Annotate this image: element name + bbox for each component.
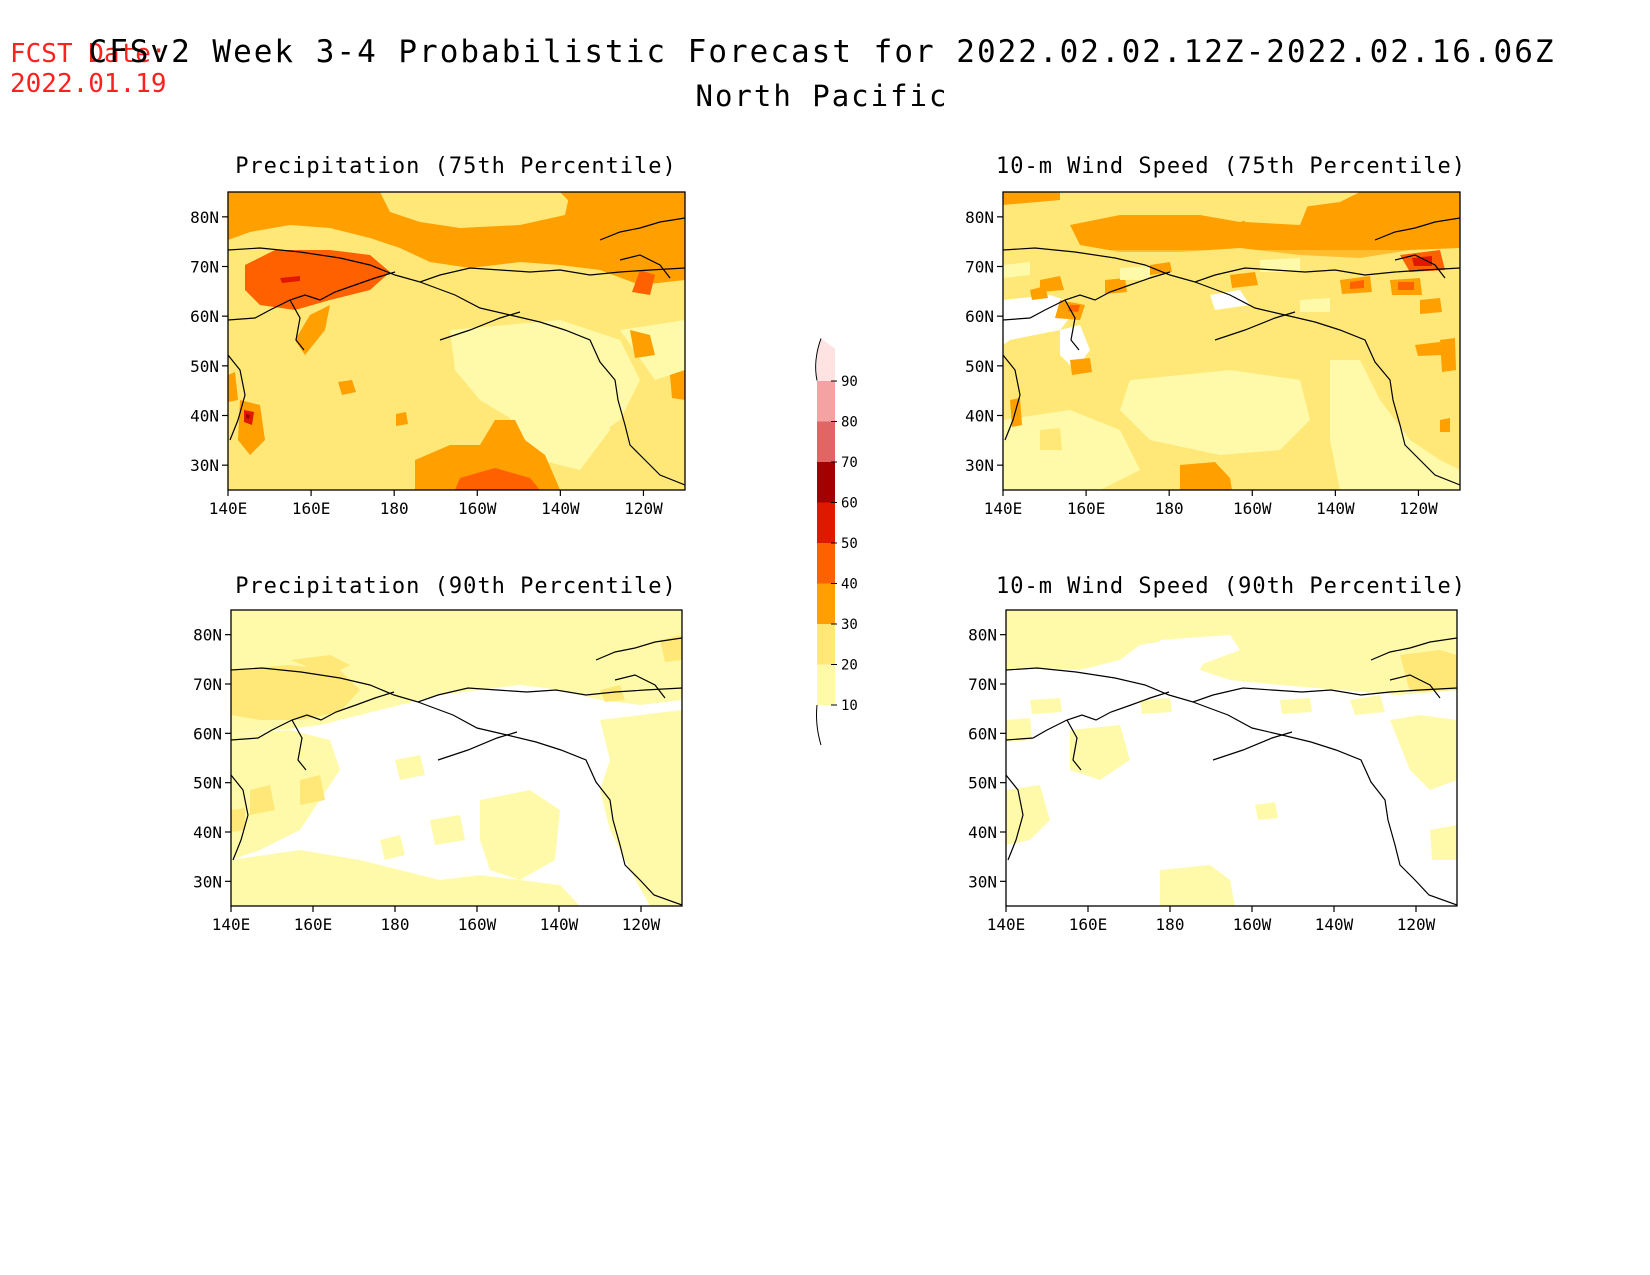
map-wind75 xyxy=(1002,191,1461,491)
figure-title: CFSv2 Week 3-4 Probabilistic Forecast fo… xyxy=(88,34,1555,70)
lat-tick-label: 60N xyxy=(190,307,219,326)
colorbar-tick-label: 90 xyxy=(841,374,858,390)
lat-tick-label: 50N xyxy=(190,357,219,376)
colorbar-swatch xyxy=(817,381,835,422)
lon-tick-label: 140W xyxy=(540,915,579,934)
colorbar-swatch xyxy=(817,462,835,503)
lat-tick-label: 40N xyxy=(193,823,222,842)
lat-tick-label: 40N xyxy=(965,407,994,426)
lon-tick-label: 160E xyxy=(292,499,331,518)
colorbar-tick-label: 50 xyxy=(841,536,858,552)
colorbar-tick-label: 10 xyxy=(841,698,858,714)
axes-layer: 140E 160E 180 160W 140W 120W 30N 40N 50N 60N 70N 80… xyxy=(190,208,1438,934)
lat-tick-label: 80N xyxy=(965,208,994,227)
colorbar-tick-label: 80 xyxy=(841,415,858,431)
lon-tick-label: 160W xyxy=(458,915,497,934)
lon-tick-label: 160E xyxy=(1069,915,1108,934)
colorbar-tick-label: 40 xyxy=(841,577,858,593)
colorbar-tick-label: 70 xyxy=(841,455,858,471)
lon-tick-label: 140W xyxy=(541,499,580,518)
lon-tick-label: 180 xyxy=(381,915,410,934)
colorbar-swatch xyxy=(817,543,835,584)
lat-tick-label: 50N xyxy=(968,774,997,793)
region-title: North Pacific xyxy=(696,79,949,113)
lon-tick-label: 140E xyxy=(984,499,1023,518)
lon-tick-label: 120W xyxy=(624,499,663,518)
lat-tick-label: 30N xyxy=(193,872,222,891)
lon-tick-label: 180 xyxy=(1156,915,1185,934)
panel-title-precip90: Precipitation (90th Percentile) xyxy=(235,574,677,599)
axes-wind90: 140E 160E 180 160W 140W 120W 30N 40N 50N 60N 70N 80… xyxy=(968,626,1436,934)
fcst-date-value: 2022.01.19 xyxy=(10,69,167,99)
lon-tick-label: 120W xyxy=(1399,499,1438,518)
lon-tick-label: 160E xyxy=(1067,499,1106,518)
lat-tick-label: 70N xyxy=(968,675,997,694)
lat-tick-label: 60N xyxy=(968,724,997,743)
lon-tick-label: 120W xyxy=(622,915,661,934)
lat-tick-label: 70N xyxy=(965,258,994,277)
lat-tick-label: 50N xyxy=(193,774,222,793)
lat-tick-label: 80N xyxy=(190,208,219,227)
lat-tick-label: 40N xyxy=(190,407,219,426)
colorbar-swatch xyxy=(817,583,835,624)
panel-title-precip75: Precipitation (75th Percentile) xyxy=(235,154,677,179)
colorbar-swatch xyxy=(817,421,835,462)
axes-precip75: 140E 160E 180 160W 140W 120W 30N 40N 50N 60N 70N 80… xyxy=(190,208,663,518)
lat-tick-label: 70N xyxy=(193,675,222,694)
lat-tick-label: 70N xyxy=(190,258,219,277)
colorbar-swatch xyxy=(817,338,835,381)
colorbar-bottom-arc xyxy=(816,704,822,746)
lat-tick-label: 60N xyxy=(193,724,222,743)
panel-title-wind75: 10-m Wind Speed (75th Percentile) xyxy=(996,154,1466,179)
lat-tick-label: 40N xyxy=(968,823,997,842)
colorbar-swatch xyxy=(817,664,835,705)
map-precip75 xyxy=(227,191,686,491)
map-precip90 xyxy=(230,609,683,907)
lat-tick-label: 30N xyxy=(968,872,997,891)
lat-tick-label: 80N xyxy=(193,626,222,645)
map-wind90 xyxy=(1005,609,1458,907)
colorbar-tick-label: 30 xyxy=(841,617,858,633)
lon-tick-label: 140W xyxy=(1315,915,1354,934)
axes-wind75: 140E 160E 180 160W 140W 120W 30N 40N 50N 60N 70N 80… xyxy=(965,208,1438,518)
colorbar-tick-label: 20 xyxy=(841,658,858,674)
lon-tick-label: 120W xyxy=(1397,915,1436,934)
lat-tick-label: 30N xyxy=(965,456,994,475)
lon-tick-label: 140E xyxy=(209,499,248,518)
lon-tick-label: 160W xyxy=(1233,915,1272,934)
colorbar-swatch xyxy=(817,502,835,543)
colorbar-top-arc xyxy=(815,338,822,381)
lon-tick-label: 160E xyxy=(294,915,333,934)
lon-tick-label: 180 xyxy=(1155,499,1184,518)
lon-tick-label: 140W xyxy=(1316,499,1355,518)
fcst-date-label: FCST Date: xyxy=(10,39,167,69)
panel-title-wind90: 10-m Wind Speed (90th Percentile) xyxy=(996,574,1466,599)
colorbar: 10 20 30 40 50 60 70 80 90 xyxy=(815,338,858,746)
lon-tick-label: 160W xyxy=(1233,499,1272,518)
lon-tick-label: 160W xyxy=(458,499,497,518)
lat-tick-label: 30N xyxy=(190,456,219,475)
lat-tick-label: 80N xyxy=(968,626,997,645)
colorbar-swatch xyxy=(817,624,835,665)
lat-tick-label: 60N xyxy=(965,307,994,326)
axes-precip90: 140E 160E 180 160W 140W 120W 30N 40N 50N 60N 70N 80… xyxy=(193,626,661,934)
lat-tick-label: 50N xyxy=(965,357,994,376)
lon-tick-label: 140E xyxy=(212,915,251,934)
colorbar-tick-label: 60 xyxy=(841,496,858,512)
lon-tick-label: 140E xyxy=(987,915,1026,934)
lon-tick-label: 180 xyxy=(380,499,409,518)
